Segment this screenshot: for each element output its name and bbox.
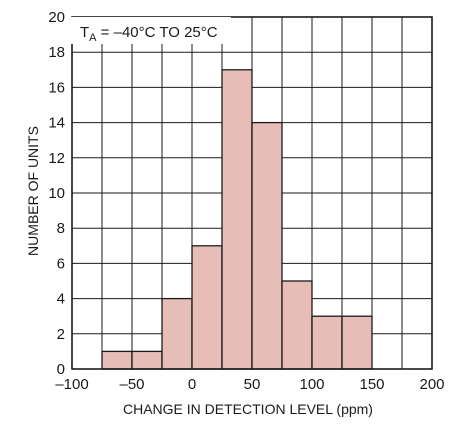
annotation-subscript: A xyxy=(89,32,97,44)
histogram-bar xyxy=(221,69,253,370)
y-tick-label: 16 xyxy=(48,79,65,96)
histogram-bar xyxy=(281,280,313,370)
tick-labels: 0 2 4 6 8 10 12 14 16 18 20 –100 –50 0 50 100 150 200 xyxy=(48,9,444,393)
svg-text:TA = –40°C TO 25°C: TA = –40°C TO 25°C xyxy=(80,24,218,44)
y-tick-label: 2 xyxy=(57,326,65,343)
y-tick-label: 20 xyxy=(48,9,65,26)
histogram-bar xyxy=(191,245,223,370)
temperature-annotation: TA = –40°C TO 25°C xyxy=(71,17,231,44)
y-tick-label: 0 xyxy=(57,361,65,378)
x-tick-label: 0 xyxy=(188,376,196,393)
y-axis-label: NUMBER OF UNITS xyxy=(25,126,41,256)
histogram-bar xyxy=(131,350,163,370)
x-tick-label: 100 xyxy=(299,376,324,393)
histogram-bar xyxy=(251,121,283,370)
y-tick-label: 6 xyxy=(57,255,65,272)
plot-border xyxy=(71,16,433,370)
x-axis-label: CHANGE IN DETECTION LEVEL (ppm) xyxy=(123,401,373,417)
histogram-bar xyxy=(341,315,373,370)
x-tick-label: –50 xyxy=(119,376,144,393)
y-tick-label: 14 xyxy=(48,115,65,132)
annotation-main: T xyxy=(80,24,89,41)
y-tick-label: 18 xyxy=(48,44,65,61)
histogram-bar xyxy=(311,315,343,370)
annotation-rest: = –40°C TO 25°C xyxy=(97,24,218,41)
plot-frame xyxy=(71,16,433,370)
y-tick-label: 12 xyxy=(48,150,65,167)
y-tick-label: 4 xyxy=(57,291,65,308)
histogram-bar xyxy=(161,297,193,370)
x-tick-label: 150 xyxy=(359,376,384,393)
y-tick-label: 10 xyxy=(48,185,65,202)
y-tick-label: 8 xyxy=(57,220,65,237)
x-tick-label: –100 xyxy=(55,376,88,393)
histogram-bar xyxy=(101,350,133,370)
x-tick-label: 50 xyxy=(244,376,261,393)
bars xyxy=(101,69,373,370)
x-tick-label: 200 xyxy=(419,376,444,393)
